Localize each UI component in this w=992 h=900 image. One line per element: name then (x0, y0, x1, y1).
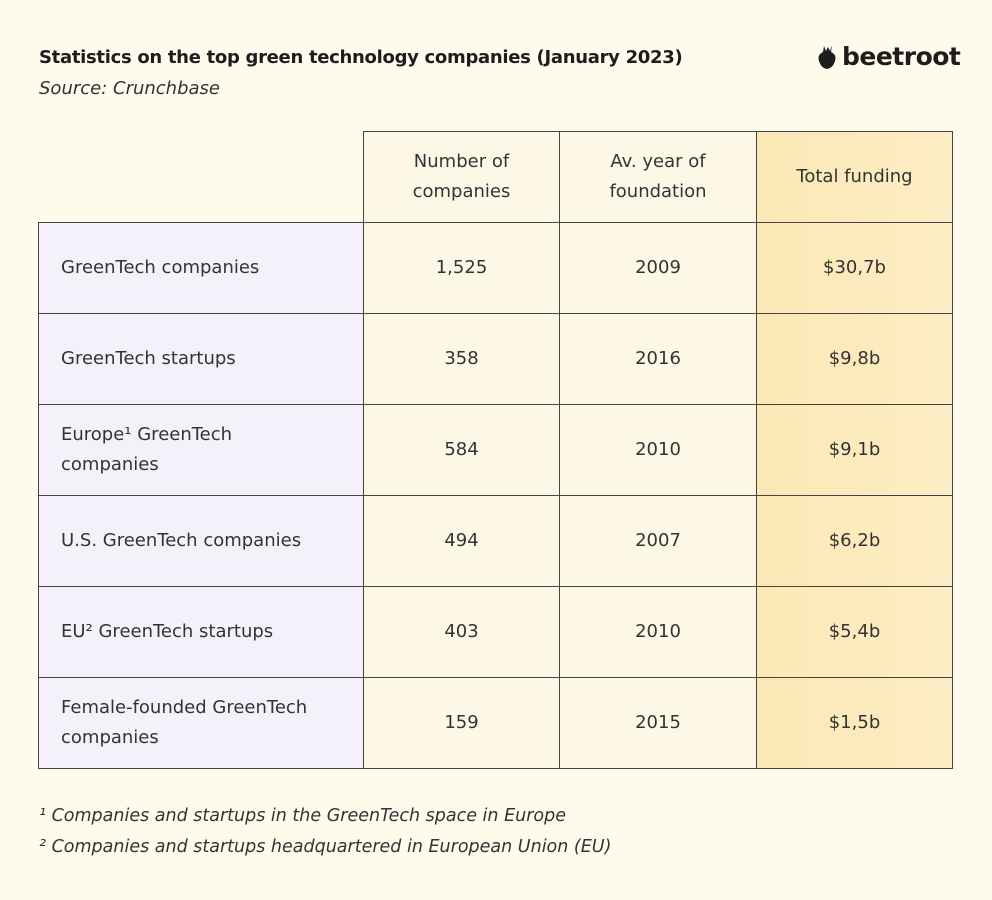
beetroot-logo: beetroot (816, 42, 961, 71)
funding-cell: $9,1b (756, 404, 953, 496)
header-number: Number of companies (363, 131, 560, 223)
table-row: U.S. GreenTech companies 494 2007 $6,2b (38, 495, 953, 587)
table-row: GreenTech companies 1,525 2009 $30,7b (38, 222, 953, 314)
year-cell: 2010 (559, 404, 757, 496)
row-label: EU² GreenTech startups (38, 586, 364, 678)
empty-header-cell (39, 132, 364, 223)
beetroot-icon (818, 44, 836, 69)
page-title: Statistics on the top green technology c… (39, 47, 683, 68)
table-row: Female-founded GreenTech companies 159 201… (38, 677, 953, 769)
row-label: GreenTech startups (38, 313, 364, 405)
row-label: U.S. GreenTech companies (38, 495, 364, 587)
header-funding: Total funding (756, 131, 953, 223)
row-label: Europe¹ GreenTech companies (38, 404, 364, 496)
footnotes: ¹ Companies and startups in the GreenTec… (39, 801, 611, 863)
count-cell: 159 (363, 677, 560, 769)
funding-cell: $5,4b (756, 586, 953, 678)
count-cell: 1,525 (363, 222, 560, 314)
year-cell: 2010 (559, 586, 757, 678)
funding-cell: $9,8b (756, 313, 953, 405)
source-note: Source: Crunchbase (39, 78, 221, 99)
year-cell: 2016 (559, 313, 757, 405)
count-cell: 403 (363, 586, 560, 678)
funding-cell: $30,7b (756, 222, 953, 314)
funding-cell: $1,5b (756, 677, 953, 769)
year-cell: 2007 (559, 495, 757, 587)
funding-cell: $6,2b (756, 495, 953, 587)
table-row: Europe¹ GreenTech companies 584 2010 $9,1b (38, 404, 953, 496)
row-label: GreenTech companies (38, 222, 364, 314)
footnote-1: ¹ Companies and startups in the GreenTec… (39, 806, 566, 826)
year-cell: 2009 (559, 222, 757, 314)
header-year: Av. year of foundation (559, 131, 757, 223)
header-row: Number of companies Av. year of foundati… (39, 131, 953, 223)
table-row: GreenTech startups 358 2016 $9,8b (38, 313, 953, 405)
row-label: Female-founded GreenTech companies (38, 677, 364, 769)
count-cell: 494 (363, 495, 560, 587)
count-cell: 584 (363, 404, 560, 496)
year-cell: 2015 (559, 677, 757, 769)
footnote-2: ² Companies and startups headquartered i… (39, 837, 612, 857)
table-row: EU² GreenTech startups 403 2010 $5,4b (38, 586, 953, 678)
stats-table: Number of companies Av. year of foundati… (38, 131, 953, 769)
count-cell: 358 (363, 313, 560, 405)
